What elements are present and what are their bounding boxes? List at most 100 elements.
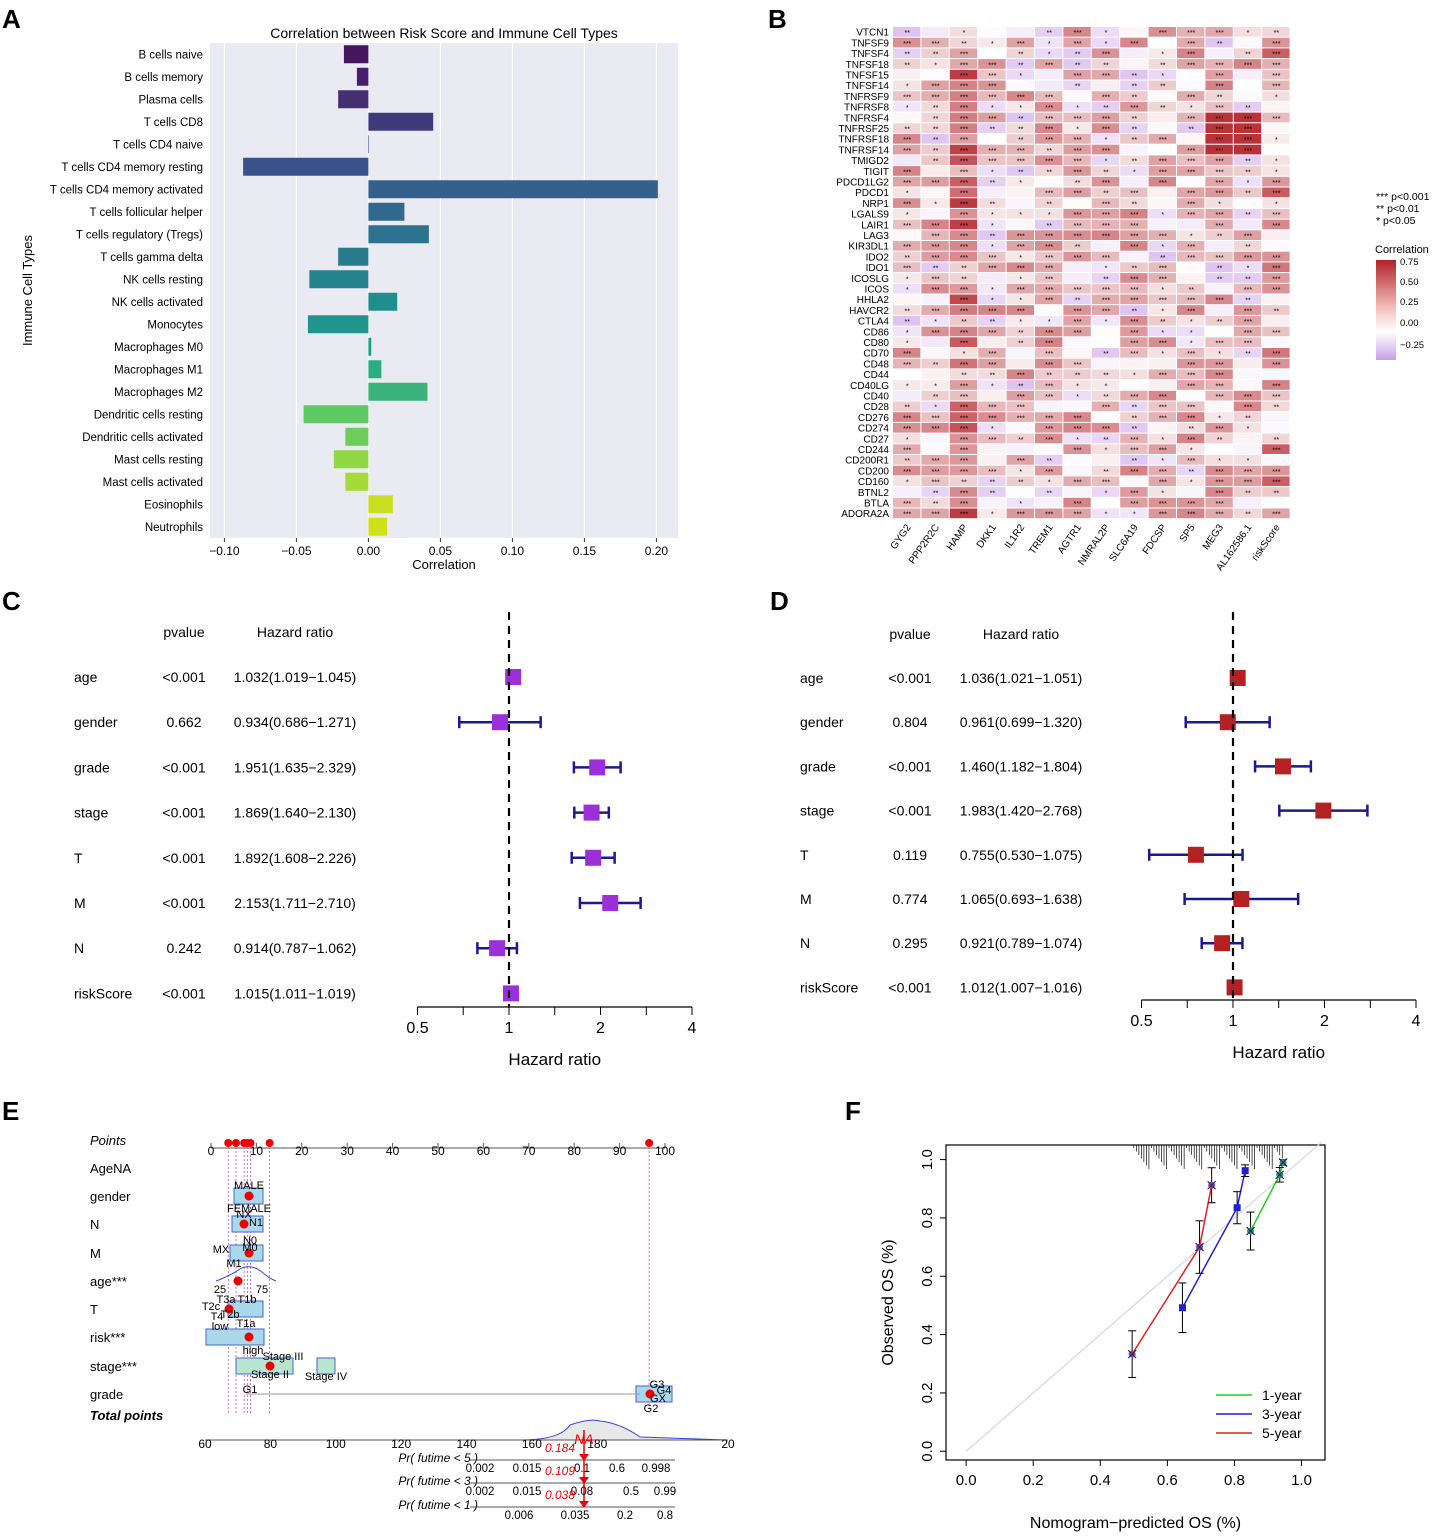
heatmap-cell — [1148, 412, 1176, 422]
heatmap-cell — [978, 101, 1006, 112]
heatmap-cell — [978, 369, 1006, 380]
survival-tick-label: 0.006 — [505, 1510, 534, 1522]
heatmap-cell — [1177, 123, 1205, 133]
significance-mark: ** — [1274, 437, 1280, 444]
y-tick-label: 0.0 — [919, 1441, 936, 1462]
significance-mark: *** — [1017, 41, 1025, 48]
y-tick-label: 0.8 — [919, 1207, 936, 1228]
significance-mark: * — [991, 169, 994, 176]
significance-mark: *** — [1159, 159, 1167, 166]
significance-mark: *** — [1187, 373, 1195, 380]
p-value: <0.001 — [162, 669, 205, 685]
heatmap-cell — [1205, 412, 1233, 422]
y-axis-title: Observed OS (%) — [880, 1239, 897, 1365]
panel-label-a: A — [2, 4, 21, 34]
significance-mark: *** — [1130, 319, 1138, 326]
heatmap-cell — [1035, 358, 1063, 369]
heatmap-cell — [921, 348, 949, 358]
heatmap-cell — [949, 241, 978, 251]
significance-mark: * — [991, 383, 994, 390]
significance-mark: *** — [1216, 255, 1224, 262]
heatmap-cell — [1063, 91, 1091, 101]
category-label: B cells naive — [138, 49, 203, 61]
heatmap-cell — [921, 294, 949, 305]
significance-mark: ** — [1188, 426, 1194, 433]
significance-mark: * — [991, 244, 994, 251]
heatmap-cell — [1120, 348, 1148, 358]
significance-mark: *** — [1130, 469, 1138, 476]
hr-marker — [1219, 714, 1236, 731]
heatmap-cell — [893, 112, 921, 123]
category-label: T2b — [221, 1309, 240, 1321]
significance-mark: * — [906, 105, 909, 112]
y-tick-label: 0.6 — [919, 1266, 936, 1287]
heatmap-cell — [1177, 69, 1205, 80]
survival-tick-label: 0.2 — [617, 1510, 633, 1522]
significance-mark: *** — [988, 62, 996, 69]
heatmap-cell — [1148, 27, 1176, 37]
heatmap-cell — [1120, 433, 1148, 444]
heatmap-cell — [1233, 433, 1262, 444]
significance-mark: * — [906, 84, 909, 91]
points-tick-label: 40 — [386, 1144, 400, 1158]
significance-mark: ** — [1132, 73, 1138, 80]
selected-value-marker — [224, 1304, 234, 1314]
bar — [303, 405, 369, 424]
heatmap-cell — [1035, 337, 1063, 347]
heatmap-cell — [1205, 487, 1233, 497]
heatmap-cell — [921, 27, 949, 37]
bar — [338, 247, 369, 266]
age-density — [215, 1266, 277, 1282]
heatmap-cell — [1120, 241, 1148, 251]
heatmap-cell — [1006, 91, 1034, 101]
heatmap-cell — [1035, 497, 1063, 508]
significance-mark: *** — [1045, 244, 1053, 251]
variable-name: T — [800, 847, 809, 863]
row-label: CTLA4 — [858, 317, 890, 328]
heatmap-cell — [1177, 422, 1205, 433]
bar — [356, 67, 369, 86]
panel-d-forest-plot: pvalue Hazard ratio age <0.001 1.036(1.021−1… — [800, 612, 1421, 1062]
survival-tick-label: 0.015 — [513, 1463, 542, 1475]
significance-mark: *** — [1130, 191, 1138, 198]
colorbar — [1376, 260, 1396, 360]
p-value: <0.001 — [888, 758, 931, 774]
significance-mark: ** — [1075, 52, 1081, 59]
significance-mark: *** — [1017, 308, 1025, 315]
hr-marker — [502, 985, 519, 1002]
significance-mark: *** — [960, 84, 968, 91]
significance-mark: * — [1161, 330, 1164, 337]
row-label: TNFRSF4 — [844, 113, 889, 124]
significance-mark: *** — [1130, 298, 1138, 305]
significance-mark: *** — [1159, 298, 1167, 305]
heatmap-cell — [978, 48, 1006, 59]
significance-mark: *** — [1017, 373, 1025, 380]
heatmap-cell — [1177, 27, 1205, 37]
significance-mark: *** — [903, 244, 911, 251]
heatmap-cell — [893, 101, 921, 112]
significance-mark: *** — [1074, 415, 1082, 422]
significance-mark: *** — [1159, 266, 1167, 273]
heatmap-cell — [1091, 59, 1120, 69]
heatmap-cell — [893, 208, 921, 219]
significance-mark: * — [963, 351, 966, 358]
heatmap-cell — [949, 208, 978, 219]
heatmap-cell — [921, 455, 949, 465]
significance-mark: *** — [1272, 287, 1280, 294]
heatmap-cell — [893, 465, 921, 476]
significance-mark: * — [991, 287, 994, 294]
x-tick-label: 1.0 — [1291, 1472, 1312, 1489]
category-label: MX — [213, 1244, 230, 1256]
column-label: riskScore — [1250, 522, 1283, 563]
category-label: G1 — [243, 1384, 258, 1396]
heatmap-cell — [1120, 305, 1148, 315]
significance-mark: * — [1275, 159, 1278, 166]
significance-mark: *** — [1130, 234, 1138, 241]
heatmap-cell — [1177, 187, 1205, 198]
significance-mark: *** — [1187, 405, 1195, 412]
significance-mark: ** — [1188, 469, 1194, 476]
heatmap-cell — [921, 91, 949, 101]
significance-mark: *** — [932, 84, 940, 91]
significance-mark: ** — [1160, 255, 1166, 262]
significance-mark: *** — [1017, 405, 1025, 412]
